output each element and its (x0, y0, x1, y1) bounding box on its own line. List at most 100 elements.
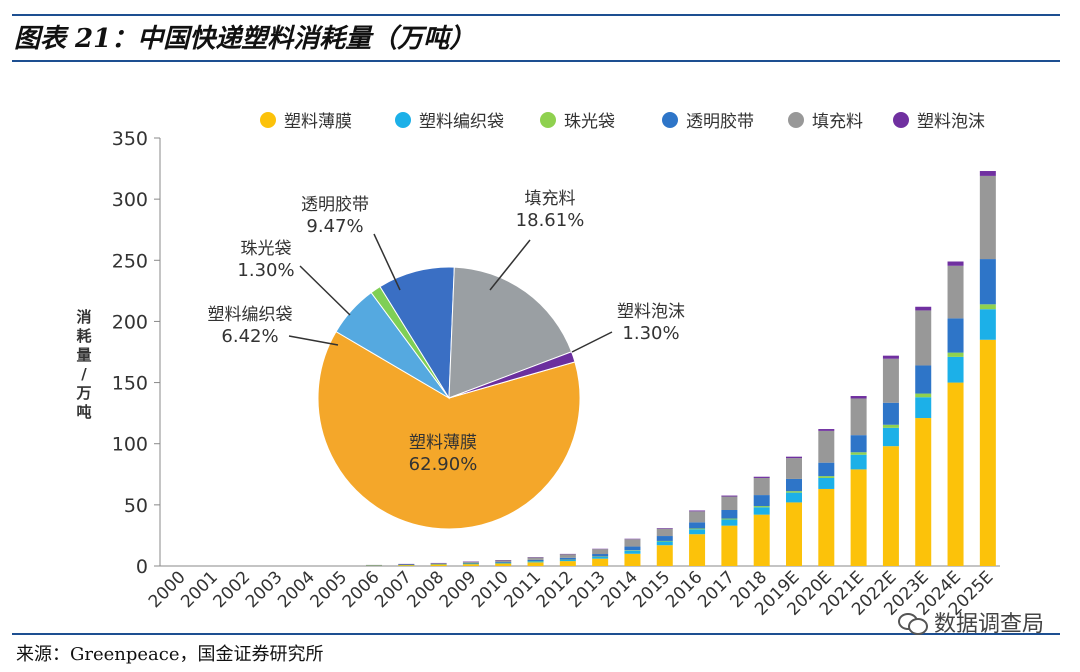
bar-segment (818, 462, 835, 477)
pie-slice (379, 266, 455, 400)
legend-label: 塑料泡沫 (917, 112, 985, 132)
y-tick-label: 100 (112, 434, 148, 456)
bar-segment (495, 562, 512, 564)
bar-segment (947, 318, 964, 353)
bar-segment (753, 495, 770, 507)
pie-slice-label: 填充料 (525, 189, 576, 209)
bar-segment (689, 534, 706, 566)
pie-slice (448, 351, 576, 399)
legend-label: 填充料 (812, 112, 863, 132)
bar-segment (850, 435, 867, 453)
x-tick-label: 2015 (630, 567, 675, 612)
pie-slice-value: 9.47% (306, 216, 363, 237)
bar-segment (915, 310, 932, 366)
pie-slice (317, 330, 581, 530)
bar-segment (979, 171, 996, 176)
x-tick-label: 2010 (468, 567, 513, 612)
legend-label: 塑料编织袋 (419, 112, 504, 132)
bar-segment (947, 382, 964, 566)
legend-marker (662, 112, 678, 128)
bar-segment (753, 506, 770, 508)
bar-segment (882, 424, 899, 428)
pie-slice-value: 1.30% (622, 323, 679, 344)
bar-segment (689, 522, 706, 529)
bar-segment (592, 556, 609, 559)
bar-segment (786, 456, 802, 459)
legend-label: 塑料薄膜 (284, 112, 352, 132)
bar-segment (656, 528, 673, 537)
bar-segment (786, 478, 802, 492)
bar-segment (850, 454, 867, 470)
bar-segment (882, 446, 899, 566)
y-tick-label: 150 (112, 373, 148, 395)
bar-segment (398, 565, 415, 566)
x-tick-label: 2007 (371, 567, 416, 612)
bar-segment (721, 518, 738, 520)
bar-segment (947, 261, 964, 266)
pie-slice (448, 266, 573, 399)
x-tick-label: 2003 (242, 567, 287, 612)
x-tick-label: 2014 (597, 567, 642, 612)
bar-segment (462, 564, 479, 566)
legend-marker (260, 112, 276, 128)
header-bottom-line (12, 60, 1060, 62)
x-tick-label: 2001 (177, 567, 222, 612)
bar-segment (689, 529, 706, 535)
pie-slice-value: 1.30% (237, 260, 294, 281)
bar-segment (430, 564, 447, 566)
y-tick-label: 350 (112, 128, 148, 150)
bar-segment (495, 563, 512, 566)
bar-segment (979, 309, 996, 340)
legend-marker (788, 112, 804, 128)
bar-segment (915, 306, 932, 311)
bar-segment (656, 528, 673, 529)
bar-segment (915, 393, 932, 398)
bar-segment (818, 477, 835, 489)
bar-segment (721, 525, 738, 566)
bar-segment (495, 560, 512, 562)
pie-slice-label: 透明胶带 (301, 195, 369, 215)
bar-segment (430, 563, 447, 564)
bar-segment (786, 491, 802, 493)
x-tick-label: 2016 (662, 567, 707, 612)
bar-segment (689, 510, 706, 512)
bar-segment (462, 562, 479, 564)
footer-line (12, 633, 1060, 635)
bar-segment (915, 365, 932, 394)
bar-segment (656, 540, 673, 542)
bar-segment (818, 429, 835, 431)
pie-slice-label: 塑料薄膜 (409, 433, 477, 453)
bar-segment (979, 259, 996, 305)
bar-segment (592, 558, 609, 566)
wechat-icon (897, 611, 928, 635)
bar-segment (882, 402, 899, 425)
x-tick-label: 2017 (694, 567, 739, 612)
bar-segment (979, 304, 996, 310)
y-axis-label: 消耗量/万吨 (75, 308, 91, 421)
bar-segment (850, 398, 867, 436)
bar-segment (850, 452, 867, 455)
bar-segment (721, 495, 738, 497)
bar-segment (947, 356, 964, 383)
bar-segment (915, 397, 932, 419)
bar-segment (818, 476, 835, 478)
bar-segment (850, 396, 867, 399)
bar-segment (495, 561, 512, 563)
x-tick-label: 2005 (306, 567, 351, 612)
pie-slice-label: 珠光袋 (241, 239, 292, 259)
bar-segment (818, 430, 835, 463)
bar-segment (753, 477, 770, 496)
bar-segment (527, 561, 544, 563)
pie-slice-value: 18.61% (516, 210, 585, 231)
legend-marker (893, 112, 909, 128)
x-tick-label: 2012 (533, 567, 578, 612)
legend-marker (540, 112, 556, 128)
pie-leader-line (489, 239, 531, 291)
bar-segment (721, 519, 738, 526)
x-tick-label: 2004 (274, 567, 319, 612)
bar-segment (882, 427, 899, 447)
y-tick-label: 200 (112, 311, 148, 333)
bar-segment (753, 514, 770, 566)
bar-segment (624, 546, 641, 551)
